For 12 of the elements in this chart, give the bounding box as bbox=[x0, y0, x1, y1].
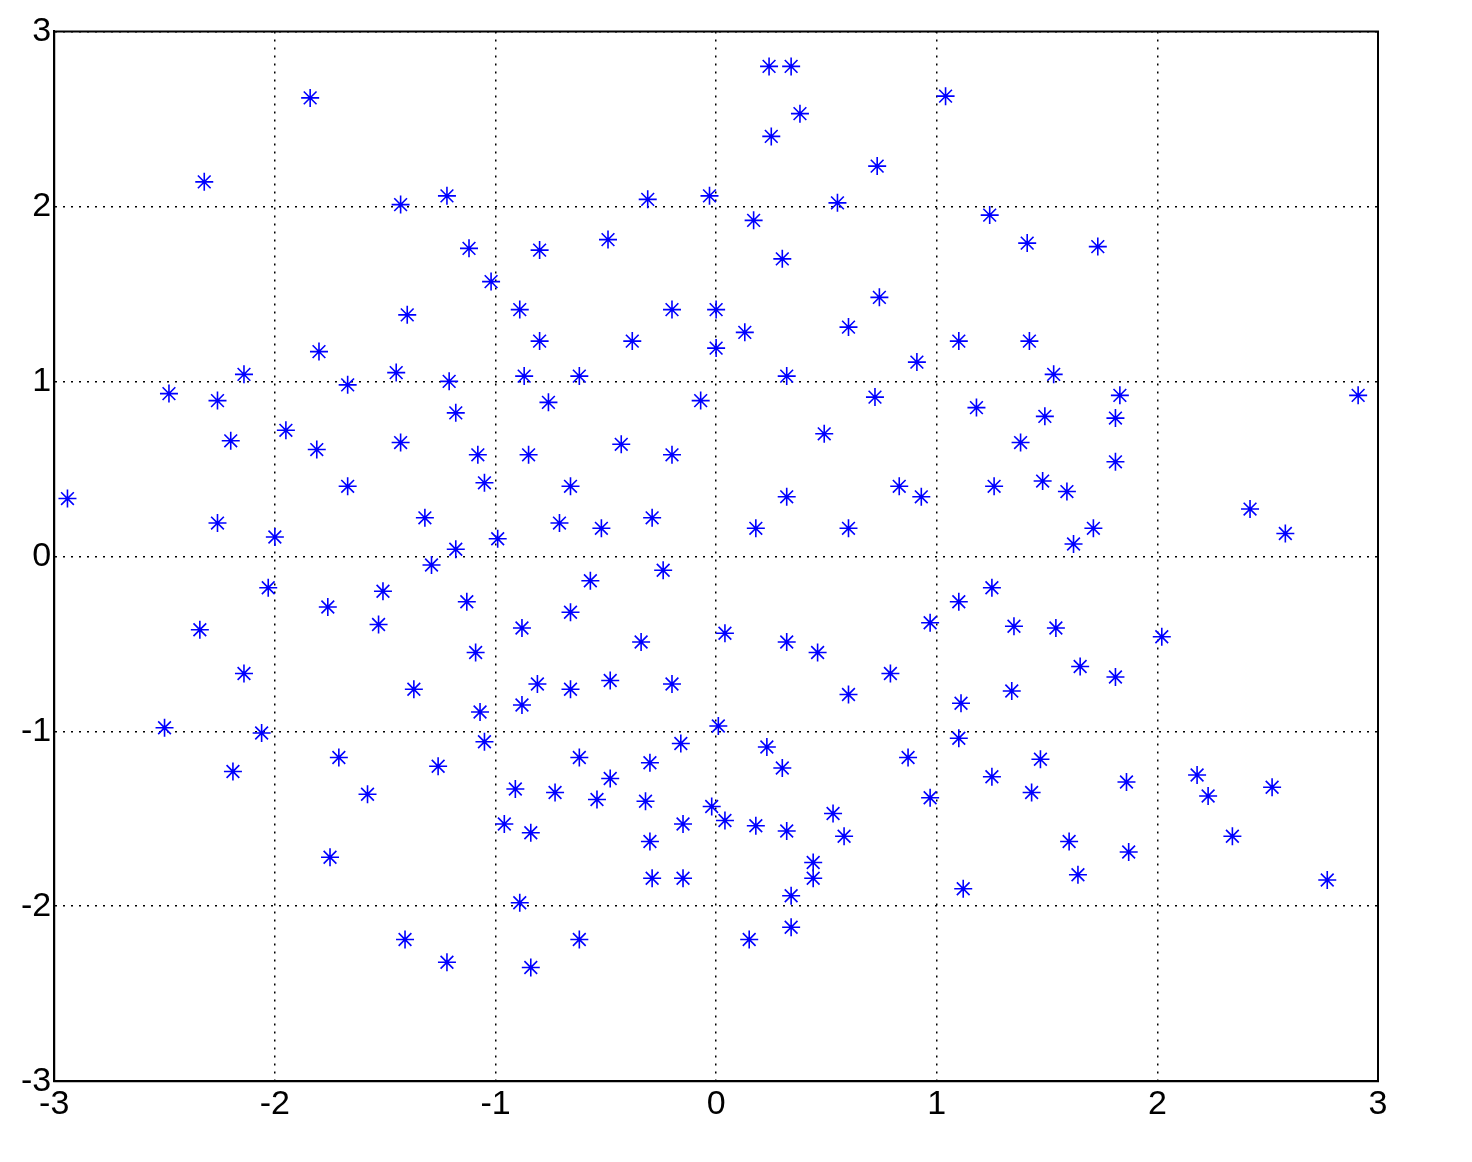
x-tick-label: -2 bbox=[259, 1082, 290, 1121]
y-tick-label: -2 bbox=[21, 884, 52, 923]
y-tick-label: 1 bbox=[32, 359, 52, 398]
x-tick-label: 1 bbox=[927, 1082, 947, 1121]
x-tick-label: 3 bbox=[1368, 1082, 1388, 1121]
x-tick-label: 0 bbox=[706, 1082, 726, 1121]
x-tick-label: -1 bbox=[480, 1082, 511, 1121]
y-tick-label: 3 bbox=[32, 9, 52, 48]
x-tick-label: 2 bbox=[1147, 1082, 1167, 1121]
y-tick-label: 0 bbox=[32, 534, 52, 573]
y-tick-label: -1 bbox=[21, 709, 52, 748]
y-tick-label: 2 bbox=[32, 184, 52, 223]
